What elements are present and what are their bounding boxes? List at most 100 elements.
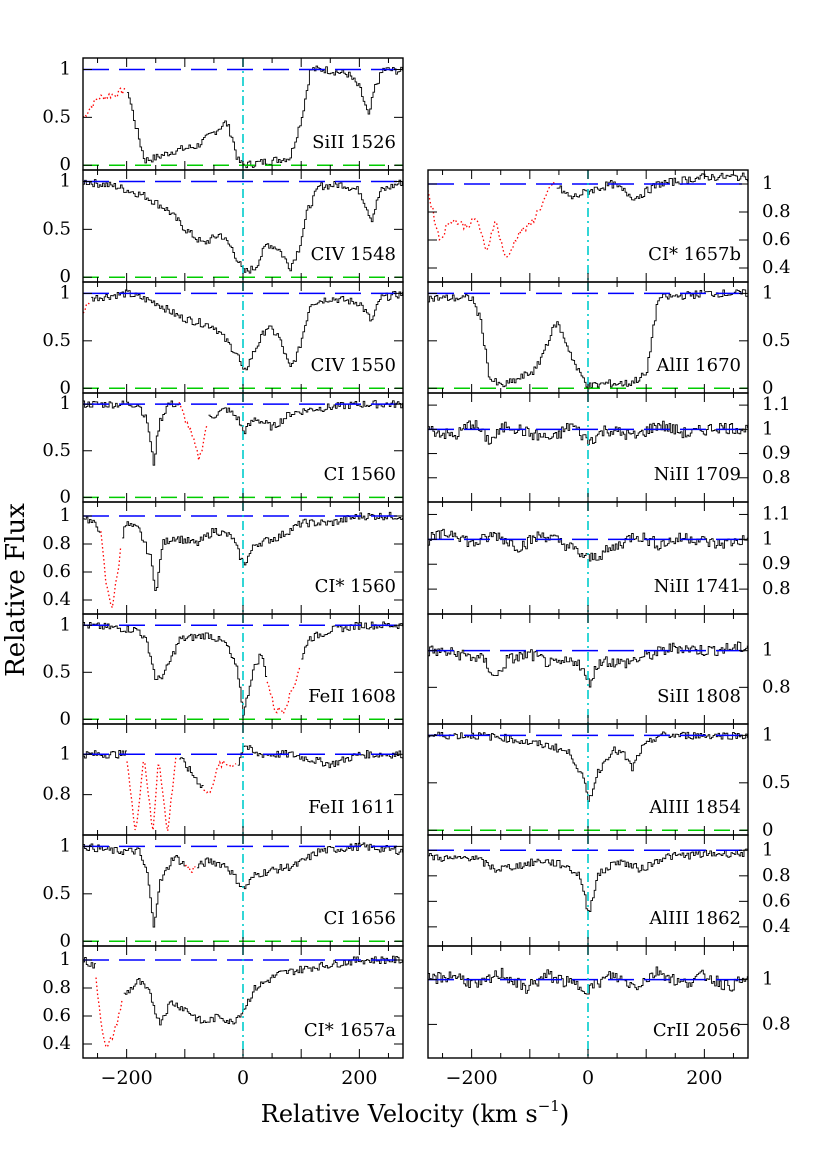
spectrum-line bbox=[127, 65, 403, 169]
y-tick-label: 1 bbox=[762, 969, 773, 990]
y-tick-label: 1 bbox=[762, 839, 773, 860]
line-label: CIV 1550 bbox=[311, 355, 396, 376]
y-tick-label: 0 bbox=[60, 930, 71, 951]
panel-niii-1709: 0.8 0.9 1 1.1 NiII 1709 bbox=[427, 392, 791, 503]
y-tick-label: 0.4 bbox=[42, 589, 71, 610]
line-label: NiII 1709 bbox=[654, 464, 741, 485]
spectrum-line bbox=[428, 731, 748, 802]
y-tick-label: 0.6 bbox=[762, 229, 791, 250]
panel-frame bbox=[82, 392, 404, 503]
spectrum-line bbox=[428, 848, 748, 913]
panel-niii-1741: 0.8 0.9 1 1.1 NiII 1741 bbox=[427, 501, 791, 615]
y-tick-label: 0 bbox=[60, 154, 71, 175]
y-tick-label: 1 bbox=[60, 58, 71, 79]
panel-ci-1560: 0 0.5 1 CI 1560 bbox=[42, 392, 404, 507]
y-tick-label: 0.6 bbox=[42, 561, 71, 582]
panel-frame bbox=[82, 834, 404, 947]
y-tick-label: 1 bbox=[60, 743, 71, 764]
line-label: CIV 1548 bbox=[311, 244, 396, 265]
y-tick-label: 1 bbox=[762, 640, 773, 661]
y-tick-label: 0.8 bbox=[762, 201, 791, 222]
x-tick-label: 0 bbox=[582, 1067, 594, 1089]
y-tick-label: 1 bbox=[762, 173, 773, 194]
y-tick-label: 1 bbox=[762, 282, 773, 303]
y-tick-label: 0.4 bbox=[42, 1033, 71, 1054]
spectrum-line bbox=[83, 179, 403, 274]
y-tick-label: 1 bbox=[762, 528, 773, 549]
line-label: FeII 1608 bbox=[308, 686, 396, 707]
y-tick-label: 0.8 bbox=[762, 676, 791, 697]
panel-ci-1657a: 0.4 0.6 0.8 1 CI* 1657a bbox=[42, 945, 404, 1059]
spectrum-line bbox=[83, 842, 403, 928]
y-tick-label: 0 bbox=[60, 377, 71, 398]
x-axis-label-close: ) bbox=[560, 1100, 569, 1128]
blend-line bbox=[100, 531, 122, 611]
blend-line bbox=[95, 977, 123, 1049]
blend-line bbox=[428, 180, 556, 259]
blend-line bbox=[83, 302, 90, 314]
y-tick-label: 0.9 bbox=[762, 443, 791, 464]
spectrum-line bbox=[428, 528, 748, 562]
y-tick-label: 0.5 bbox=[762, 772, 791, 793]
y-tick-label: 1 bbox=[60, 170, 71, 191]
spectrum-line bbox=[91, 289, 403, 371]
y-tick-label: 0.9 bbox=[762, 553, 791, 574]
panel-ci-1656: 0 0.5 1 CI 1656 bbox=[42, 834, 404, 951]
y-tick-label: 0.8 bbox=[42, 533, 71, 554]
y-tick-label: 0.5 bbox=[42, 883, 71, 904]
y-tick-label: 1 bbox=[60, 505, 71, 526]
blend-line bbox=[266, 667, 301, 716]
panel-frame bbox=[427, 723, 749, 836]
panel-feii-1611: 0.8 1 FeII 1611 bbox=[42, 723, 404, 836]
x-axis-label: Relative Velocity (km s−1) bbox=[261, 1097, 569, 1128]
y-tick-label: 1 bbox=[60, 835, 71, 856]
x-tick-label: 200 bbox=[341, 1067, 377, 1089]
y-tick-label: 0.5 bbox=[762, 330, 791, 351]
y-tick-label: 1 bbox=[762, 724, 773, 745]
y-tick-label: 0 bbox=[762, 377, 773, 398]
line-label: AlII 1670 bbox=[655, 355, 741, 376]
blend-line bbox=[83, 85, 127, 118]
y-tick-label: 0.4 bbox=[762, 257, 791, 278]
y-tick-label: 1.1 bbox=[762, 503, 791, 524]
spectrum-line bbox=[83, 955, 403, 1026]
x-axis-label-main: Relative Velocity (km s bbox=[261, 1100, 538, 1128]
line-label: CI* 1657a bbox=[304, 1020, 396, 1041]
x-tick-label: −200 bbox=[446, 1067, 498, 1089]
y-tick-label: 0.8 bbox=[762, 578, 791, 599]
y-tick-label: 0.8 bbox=[42, 977, 71, 998]
panel-frame bbox=[427, 392, 749, 503]
panel-ci-1560: 0.4 0.6 0.8 1 CI* 1560 bbox=[42, 501, 404, 615]
panel-aliii-1854: 0 0.5 1 AlIII 1854 bbox=[427, 723, 791, 840]
y-axis-label: Relative Flux bbox=[1, 503, 31, 677]
blend-line bbox=[185, 864, 196, 873]
y-tick-label: 1 bbox=[60, 393, 71, 414]
spectrum-line bbox=[556, 172, 748, 201]
panel-crii-2056: 0.8 1 CrII 2056 bbox=[427, 945, 791, 1059]
y-tick-label: 0.8 bbox=[42, 784, 71, 805]
y-tick-label: 0.5 bbox=[42, 661, 71, 682]
y-tick-label: 0.5 bbox=[42, 330, 71, 351]
spectrum-line bbox=[428, 966, 748, 995]
panel-alii-1670: 0 0.5 1 AlII 1670 bbox=[427, 281, 791, 398]
blend-line bbox=[178, 401, 208, 461]
blend-line bbox=[126, 755, 237, 832]
line-label: SiII 1808 bbox=[657, 686, 741, 707]
y-tick-label: 1 bbox=[60, 949, 71, 970]
x-tick-label: −200 bbox=[101, 1067, 153, 1089]
panel-siii-1526: 0 0.5 1 SiII 1526 bbox=[42, 57, 404, 175]
panel-frame bbox=[427, 613, 749, 725]
spectrum-line bbox=[428, 641, 748, 688]
panels: 0 0.5 1 SiII 1526 0 0.5 1 CIV 1548 0 0.5 1 CIV 1550… bbox=[42, 57, 791, 1089]
line-label: AlIII 1854 bbox=[648, 797, 741, 818]
panel-civ-1550: 0 0.5 1 CIV 1550 bbox=[42, 281, 404, 398]
panel-siii-1808: 0.8 1 SiII 1808 bbox=[427, 613, 791, 725]
y-tick-label: 0 bbox=[762, 819, 773, 840]
panel-frame bbox=[82, 281, 404, 394]
line-label: CI 1656 bbox=[324, 908, 396, 929]
spectrum-line bbox=[428, 420, 748, 445]
y-tick-label: 1 bbox=[762, 418, 773, 439]
panel-feii-1608: 0 0.5 1 FeII 1608 bbox=[42, 613, 404, 729]
y-tick-label: 0.4 bbox=[762, 916, 791, 937]
